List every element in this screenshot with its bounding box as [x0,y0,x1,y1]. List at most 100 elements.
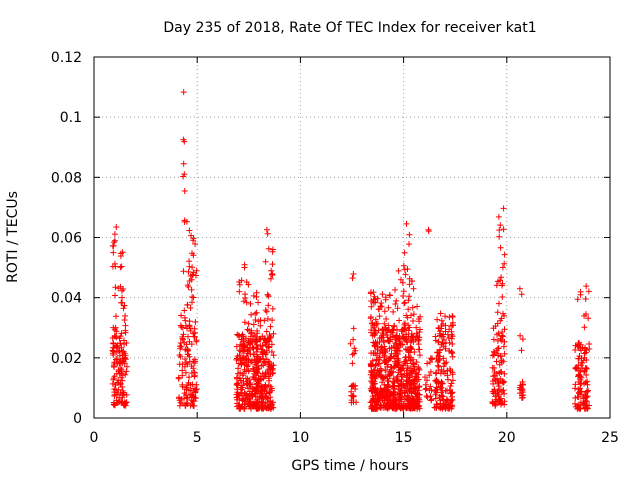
data-point [572,347,579,353]
data-point [182,322,189,329]
data-point [263,308,270,315]
data-point [407,365,414,372]
data-point [233,374,240,381]
data-point [409,304,416,311]
data-point [501,379,507,385]
data-point [350,336,357,343]
data-point [397,367,404,374]
data-point [444,387,450,394]
data-point [493,282,500,289]
data-point [427,368,434,375]
data-point [265,302,272,309]
data-point [433,377,440,383]
data-point [380,332,386,339]
x-axis-label: GPS time / hours [291,458,408,474]
data-point [388,403,395,410]
data-point [398,390,405,397]
data-point [182,356,188,362]
data-point [250,345,257,352]
data-point [119,352,126,359]
data-point [416,346,423,353]
data-point [520,392,527,398]
data-point [266,344,273,351]
data-point [109,350,116,357]
data-point [251,374,258,381]
data-point [259,370,266,377]
data-point [117,365,124,372]
data-point [265,358,272,365]
data-point [190,358,197,365]
data-point [368,361,375,368]
data-point [494,320,501,327]
data-point [583,372,590,378]
data-point [382,296,389,303]
data-point [396,317,403,324]
data-point [389,326,396,333]
data-point [446,314,453,321]
data-point [239,395,246,402]
data-point [406,324,413,331]
data-point [439,339,446,346]
data-point [233,343,240,350]
data-point [498,332,505,339]
data-point [449,371,456,378]
data-point [583,357,590,363]
data-point [383,387,390,394]
data-point [410,318,416,324]
data-point [264,394,270,401]
data-point [403,374,410,381]
data-point [435,352,442,359]
data-point [179,400,185,407]
data-point [265,245,272,252]
data-point [270,399,276,406]
data-point [406,293,413,300]
data-point [349,351,356,358]
x-tick-label: 10 [291,430,309,446]
data-point [244,350,251,357]
data-point [585,288,592,295]
data-point [122,329,129,336]
data-point [238,361,245,368]
data-point [183,218,190,225]
data-point [180,89,187,96]
data-point [424,394,431,401]
data-point [269,305,276,312]
data-point [258,376,264,383]
data-point [495,330,502,337]
data-point [370,385,377,392]
data-point [259,343,266,349]
data-point [260,355,267,362]
data-point [378,343,385,350]
data-point [387,336,393,343]
y-tick-label: 0.08 [51,170,82,186]
y-tick-label: 0.02 [51,351,82,367]
data-point [259,383,265,390]
data-point [446,339,453,346]
data-point [501,312,508,319]
data-point [498,274,505,281]
data-point [376,404,382,411]
data-point [435,338,442,345]
data-point [265,366,272,373]
data-point [384,404,391,411]
data-point [576,405,583,412]
data-point [182,317,189,324]
data-point [120,305,127,312]
data-point [119,299,126,306]
data-point [373,372,380,379]
data-point [181,307,188,314]
data-point [440,343,447,350]
data-point [237,356,244,363]
data-point [251,351,258,358]
data-point [262,258,269,265]
data-point [183,341,190,348]
data-point [241,342,248,349]
data-point [260,396,267,403]
data-point [499,282,505,289]
data-point [254,368,260,375]
data-point [269,317,276,324]
data-point [379,394,386,401]
data-point [180,336,186,343]
data-point [396,404,403,411]
data-point [233,356,240,363]
